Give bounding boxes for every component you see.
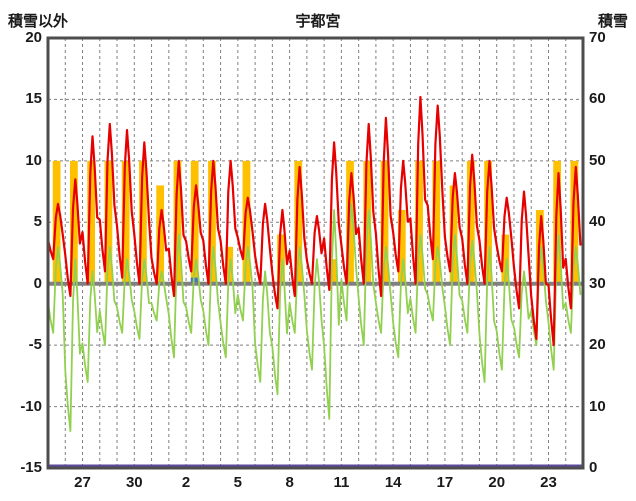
y-axis-left-label: 15 <box>25 90 42 108</box>
y-axis-right-label: 0 <box>589 459 598 476</box>
y-axis-left-label: 0 <box>33 274 42 292</box>
x-axis-label: 11 <box>333 474 350 491</box>
chart-title: 宇都宮 <box>295 13 341 30</box>
y-axis-right-label: 20 <box>589 336 606 354</box>
x-axis-label: 14 <box>384 474 402 491</box>
y-axis-right-label: 40 <box>589 213 606 231</box>
y-axis-left-label: -10 <box>20 397 42 415</box>
y-axis-left-label: -15 <box>20 459 42 476</box>
y-axis-right-label: 10 <box>589 397 606 415</box>
y-axis-left-label: 10 <box>25 151 42 169</box>
y-axis-left-label: 20 <box>25 29 42 46</box>
y-axis-right-label: 30 <box>589 274 606 292</box>
x-axis-label: 8 <box>285 474 294 491</box>
x-axis-label: 2 <box>181 474 191 491</box>
y-axis-left-label: -5 <box>28 336 42 354</box>
left-axis-title: 積雪以外 <box>8 13 69 30</box>
y-axis-right-label: 50 <box>589 151 606 169</box>
x-axis-label: 23 <box>540 474 557 491</box>
right-axis-title: 積雪 <box>597 13 628 30</box>
x-axis-label: 27 <box>74 474 91 491</box>
x-axis-label: 17 <box>436 474 454 491</box>
y-axis-right-label: 60 <box>589 90 606 108</box>
y-axis-left-label: 5 <box>33 213 42 231</box>
y-axis-right-label: 70 <box>589 29 606 46</box>
x-axis-label: 5 <box>233 474 242 491</box>
x-axis-label: 20 <box>488 474 506 491</box>
x-axis-label: 30 <box>125 474 143 491</box>
